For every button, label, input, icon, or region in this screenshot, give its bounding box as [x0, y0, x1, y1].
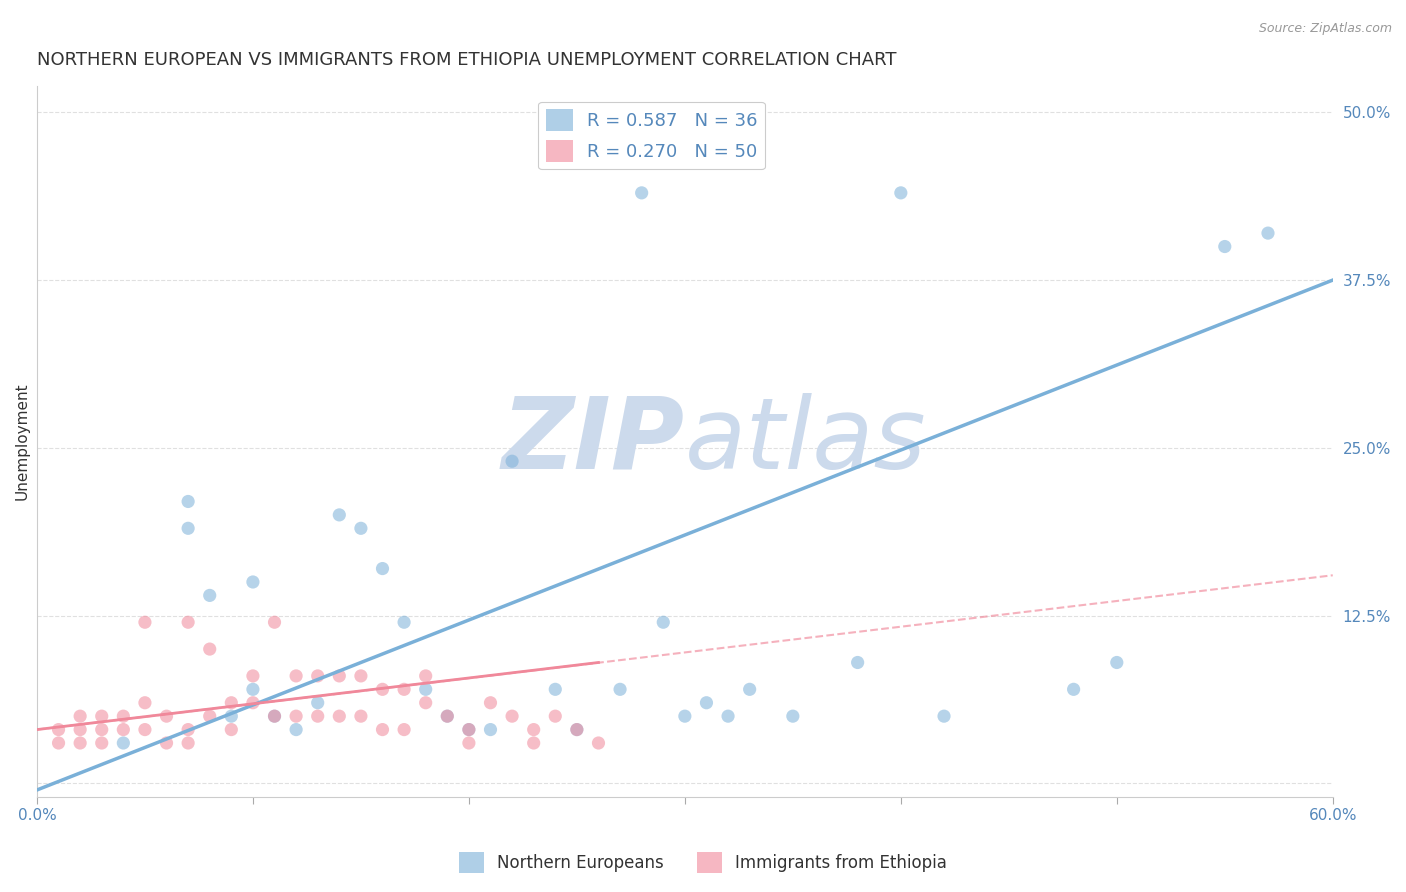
Point: [415, 696, 437, 710]
Point: [155, 736, 177, 750]
Point: [565, 723, 588, 737]
Point: [371, 561, 394, 575]
Point: [673, 709, 696, 723]
Point: [415, 669, 437, 683]
Point: [177, 736, 200, 750]
Point: [242, 574, 264, 589]
Point: [890, 186, 912, 200]
Point: [177, 494, 200, 508]
Point: [285, 669, 308, 683]
Point: [69, 736, 91, 750]
Point: [436, 709, 458, 723]
Point: [436, 709, 458, 723]
Point: [479, 696, 502, 710]
Point: [328, 669, 350, 683]
Point: [307, 709, 329, 723]
Legend: Northern Europeans, Immigrants from Ethiopia: Northern Europeans, Immigrants from Ethi…: [451, 846, 955, 880]
Point: [112, 736, 135, 750]
Point: [307, 696, 329, 710]
Legend: R = 0.587   N = 36, R = 0.270   N = 50: R = 0.587 N = 36, R = 0.270 N = 50: [538, 102, 765, 169]
Point: [90, 723, 112, 737]
Point: [198, 709, 221, 723]
Point: [609, 682, 631, 697]
Point: [48, 723, 70, 737]
Point: [457, 723, 479, 737]
Point: [155, 709, 177, 723]
Point: [392, 723, 415, 737]
Point: [221, 696, 243, 710]
Point: [523, 723, 546, 737]
Point: [717, 709, 740, 723]
Point: [69, 723, 91, 737]
Point: [392, 682, 415, 697]
Point: [177, 723, 200, 737]
Point: [457, 736, 479, 750]
Point: [544, 709, 567, 723]
Y-axis label: Unemployment: Unemployment: [15, 383, 30, 500]
Point: [501, 454, 523, 468]
Point: [392, 615, 415, 630]
Point: [1105, 656, 1128, 670]
Point: [479, 723, 502, 737]
Point: [242, 669, 264, 683]
Point: [90, 709, 112, 723]
Point: [177, 615, 200, 630]
Point: [415, 682, 437, 697]
Point: [328, 709, 350, 723]
Point: [134, 615, 156, 630]
Point: [221, 709, 243, 723]
Point: [285, 723, 308, 737]
Point: [263, 709, 285, 723]
Point: [565, 723, 588, 737]
Point: [523, 736, 546, 750]
Point: [177, 521, 200, 535]
Text: atlas: atlas: [685, 392, 927, 490]
Point: [242, 682, 264, 697]
Text: Source: ZipAtlas.com: Source: ZipAtlas.com: [1258, 22, 1392, 36]
Point: [782, 709, 804, 723]
Point: [652, 615, 675, 630]
Point: [630, 186, 652, 200]
Point: [134, 723, 156, 737]
Point: [90, 736, 112, 750]
Point: [1257, 226, 1279, 240]
Point: [544, 682, 567, 697]
Point: [1213, 239, 1236, 253]
Point: [588, 736, 610, 750]
Point: [69, 709, 91, 723]
Point: [285, 709, 308, 723]
Point: [263, 709, 285, 723]
Point: [198, 588, 221, 602]
Point: [846, 656, 869, 670]
Point: [263, 615, 285, 630]
Point: [328, 508, 350, 522]
Point: [198, 642, 221, 657]
Point: [48, 736, 70, 750]
Text: ZIP: ZIP: [502, 392, 685, 490]
Point: [307, 669, 329, 683]
Point: [112, 723, 135, 737]
Point: [1063, 682, 1085, 697]
Point: [221, 723, 243, 737]
Point: [695, 696, 717, 710]
Point: [932, 709, 955, 723]
Text: NORTHERN EUROPEAN VS IMMIGRANTS FROM ETHIOPIA UNEMPLOYMENT CORRELATION CHART: NORTHERN EUROPEAN VS IMMIGRANTS FROM ETH…: [37, 51, 897, 69]
Point: [738, 682, 761, 697]
Point: [501, 709, 523, 723]
Point: [112, 709, 135, 723]
Point: [242, 696, 264, 710]
Point: [350, 669, 373, 683]
Point: [371, 723, 394, 737]
Point: [371, 682, 394, 697]
Point: [350, 521, 373, 535]
Point: [457, 723, 479, 737]
Point: [350, 709, 373, 723]
Point: [134, 696, 156, 710]
